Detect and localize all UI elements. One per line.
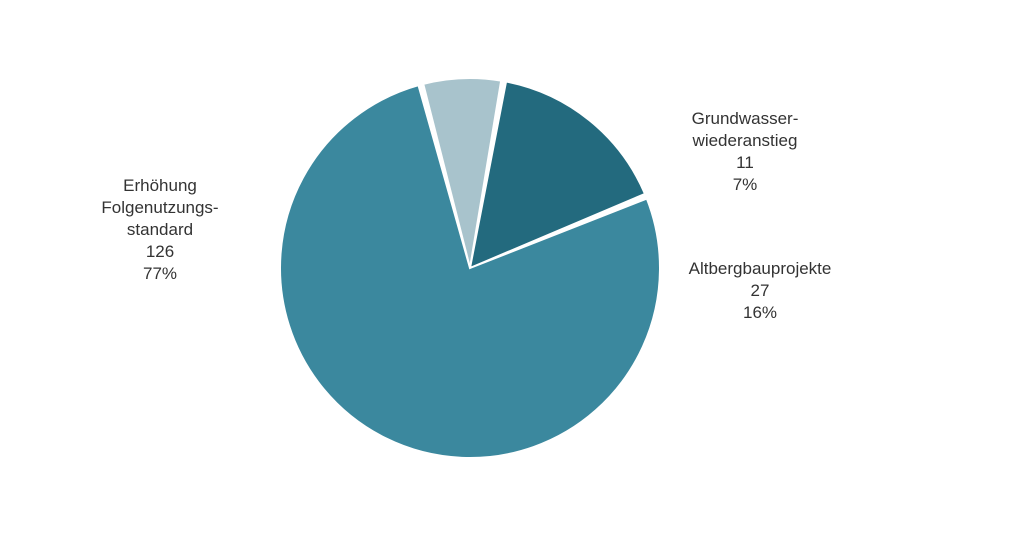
slice-label-2: Erhöhung Folgenutzungs- standard 126 77% xyxy=(70,175,250,285)
slice-label-0: Grundwasser- wiederanstieg 11 7% xyxy=(655,108,835,196)
slice-label-1: Altbergbauprojekte 27 16% xyxy=(660,258,860,324)
pie-chart-container: Grundwasser- wiederanstieg 11 7% Altberg… xyxy=(0,0,1024,535)
